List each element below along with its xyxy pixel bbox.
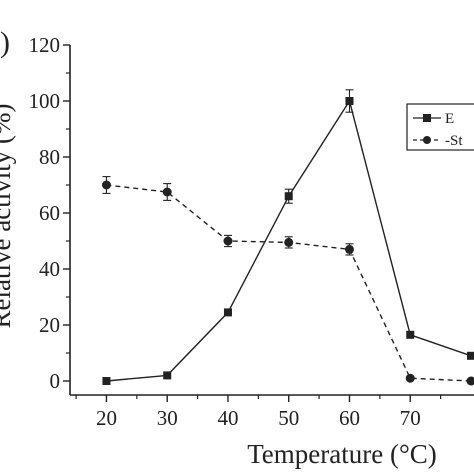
y-tick-label: 0 bbox=[50, 369, 61, 393]
x-axis-title: Temperature (°C) bbox=[247, 439, 437, 469]
data-point-circle bbox=[284, 237, 294, 247]
y-tick-label: 40 bbox=[39, 257, 60, 281]
data-point-square bbox=[223, 308, 232, 317]
data-point-circle bbox=[344, 244, 354, 254]
y-tick-label: 120 bbox=[29, 33, 61, 57]
x-tick-label: 70 bbox=[400, 406, 421, 430]
y-tick-label: 80 bbox=[39, 145, 60, 169]
data-point-square bbox=[102, 377, 111, 385]
axes: 0 20 40 60 80 100 120 20 30 40 50 60 70 bbox=[29, 33, 474, 430]
data-point-circle bbox=[466, 376, 474, 386]
legend-label-1: -St bbox=[445, 133, 463, 149]
y-axis-title: Relative activity (%) bbox=[0, 104, 16, 329]
data-point-circle bbox=[405, 373, 415, 383]
x-tick-label: 40 bbox=[217, 406, 238, 430]
x-tick-label: 50 bbox=[278, 406, 299, 430]
data-point-square bbox=[406, 330, 415, 339]
legend-marker-square bbox=[423, 114, 431, 122]
y-tick-label: 20 bbox=[39, 313, 60, 337]
data-point-square bbox=[345, 97, 354, 105]
y-tick-label: 60 bbox=[39, 201, 60, 225]
legend: E -St bbox=[406, 103, 474, 151]
data-point-circle bbox=[101, 180, 111, 190]
y-tick-label: 100 bbox=[29, 89, 61, 113]
series-line-1 bbox=[106, 184, 472, 382]
panel-label: ) bbox=[0, 26, 10, 59]
data-point-circle bbox=[223, 236, 233, 246]
x-tick-label: 60 bbox=[339, 406, 360, 430]
data-point-circle bbox=[162, 187, 172, 197]
x-tick-label: 30 bbox=[157, 406, 178, 430]
data-point-square bbox=[163, 371, 172, 380]
series-layer bbox=[101, 89, 474, 386]
data-point-square bbox=[284, 192, 293, 201]
legend-label-0: E bbox=[445, 111, 454, 127]
legend-marker-circle bbox=[423, 136, 431, 144]
data-point-square bbox=[467, 351, 474, 360]
x-tick-label: 20 bbox=[96, 406, 117, 430]
legend-box bbox=[406, 103, 474, 151]
